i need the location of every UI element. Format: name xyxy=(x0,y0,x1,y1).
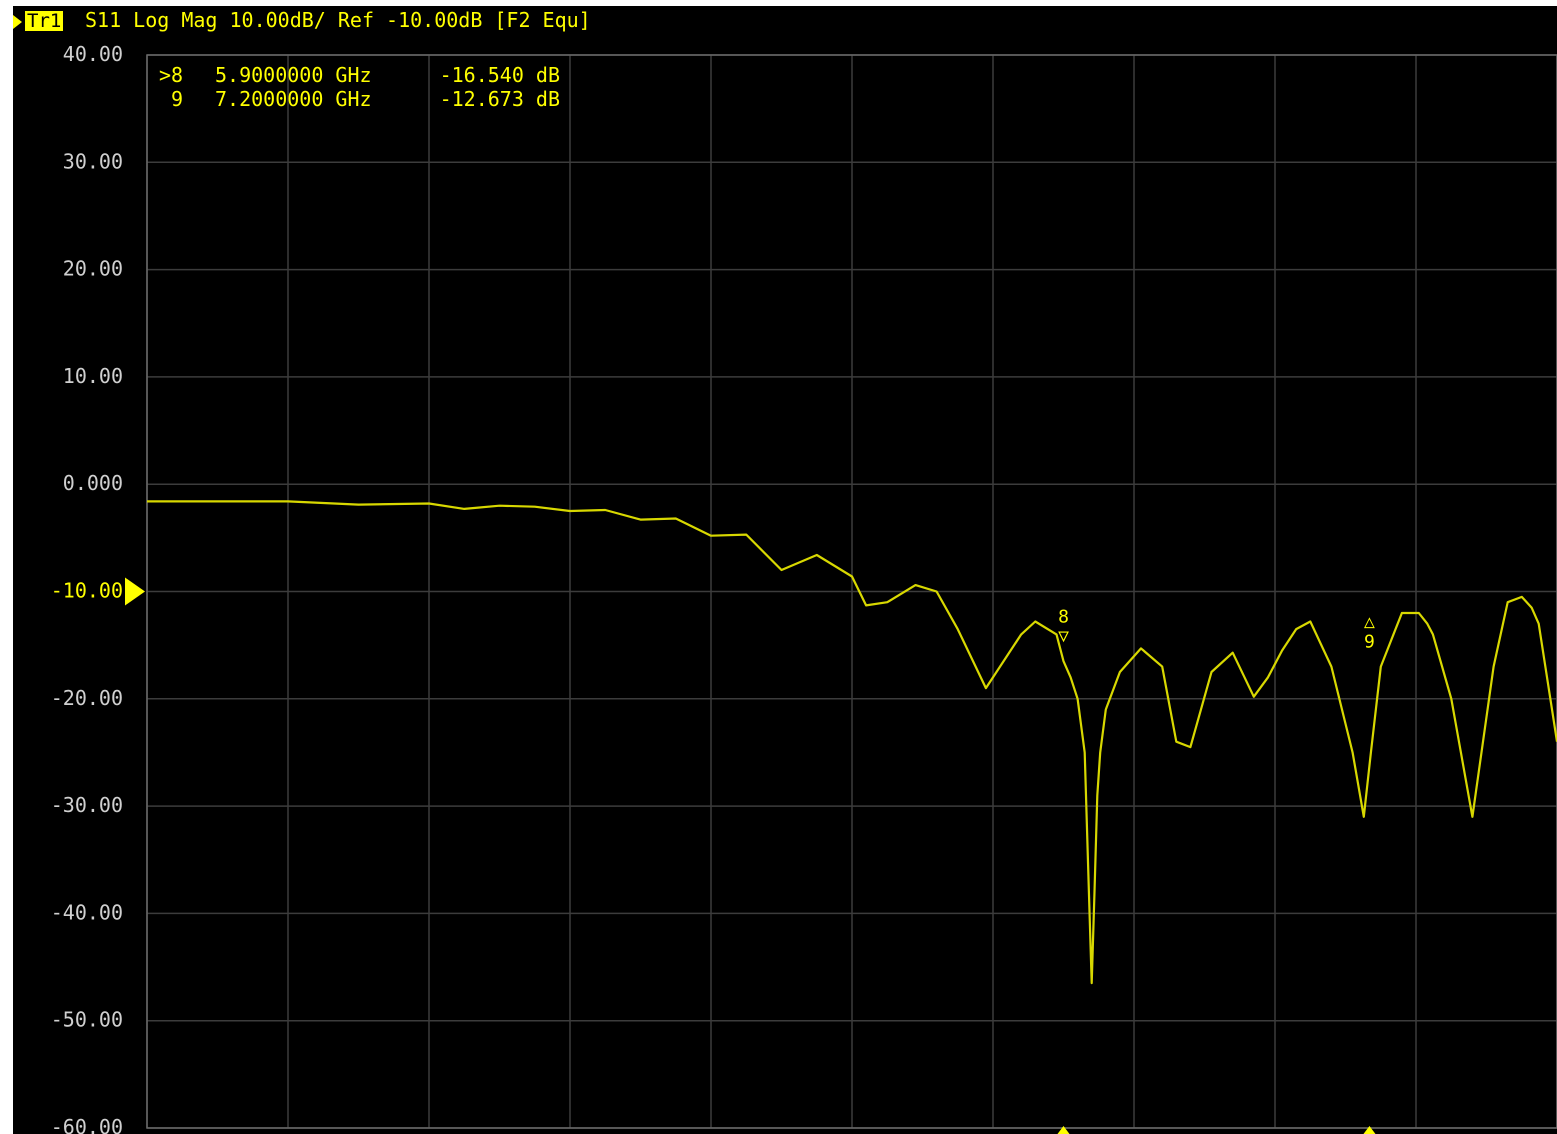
trace-line xyxy=(147,500,1557,985)
y-tick-label: 10.00 xyxy=(63,364,123,388)
trace-badge[interactable]: Tr1 xyxy=(25,10,64,32)
marker-readout-frequency: 5.9000000 GHz xyxy=(215,63,372,87)
grid xyxy=(146,54,1557,1129)
y-tick-label: 20.00 xyxy=(63,257,123,281)
marker-readout-id: 9 xyxy=(159,87,183,111)
y-tick-label: -60.00 xyxy=(51,1115,123,1134)
y-axis-tick-labels: 40.00 30.00 20.00 10.00 0.000 -10.00 -20.00 -30… xyxy=(51,42,145,1134)
y-tick-label: 40.00 xyxy=(63,42,123,66)
trace-title: S11 Log Mag 10.00dB/ Ref -10.00dB [F2 Eq… xyxy=(85,8,591,32)
analyzer-screen: Tr1 S11 Log Mag 10.00dB/ Ref -10.00dB [F… xyxy=(13,6,1557,1134)
marker-readout-value: -12.673 dB xyxy=(440,87,560,111)
y-tick-label: -50.00 xyxy=(51,1008,123,1032)
y-tick-label: 30.00 xyxy=(63,149,123,173)
reference-level-arrow-icon xyxy=(125,577,145,606)
plot-frame xyxy=(146,54,1557,1129)
marker-8-x-indicator xyxy=(1057,1126,1070,1134)
marker-readout-frequency: 7.2000000 GHz xyxy=(215,87,372,111)
y-tick-label: 0.000 xyxy=(63,471,123,495)
marker-readout-id: >8 xyxy=(159,63,183,87)
y-tick-label: -30.00 xyxy=(51,793,123,817)
y-tick-label: -10.00 xyxy=(51,579,123,603)
marker-8-number: 8 xyxy=(1058,606,1069,627)
marker-9: △9 xyxy=(1363,611,1376,1134)
marker-9-number: 9 xyxy=(1364,631,1375,652)
y-tick-label: -40.00 xyxy=(51,900,123,924)
active-trace-arrow-icon xyxy=(13,15,22,29)
y-tick-label: -20.00 xyxy=(51,686,123,710)
trace-title-bar: Tr1 S11 Log Mag 10.00dB/ Ref -10.00dB [F… xyxy=(13,6,1557,34)
marker-8-symbol: ▽ xyxy=(1058,625,1069,646)
marker-9-symbol: △ xyxy=(1364,611,1375,632)
marker-layer: ▽8 △9 xyxy=(1057,606,1376,1134)
marker-8: ▽8 xyxy=(1057,606,1070,1134)
marker-9-x-indicator xyxy=(1363,1126,1376,1134)
plot-area: 40.00 30.00 20.00 10.00 0.000 -10.00 -20.00 -30… xyxy=(51,42,1557,1134)
marker-readout-value: -16.540 dB xyxy=(440,63,560,87)
trace-layer xyxy=(147,500,1557,985)
marker-readout: >8 5.9000000 GHz -16.540 dB 9 7.2000000 GHz… xyxy=(159,63,560,111)
